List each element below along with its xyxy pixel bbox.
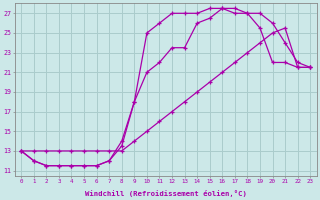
X-axis label: Windchill (Refroidissement éolien,°C): Windchill (Refroidissement éolien,°C) bbox=[85, 190, 247, 197]
